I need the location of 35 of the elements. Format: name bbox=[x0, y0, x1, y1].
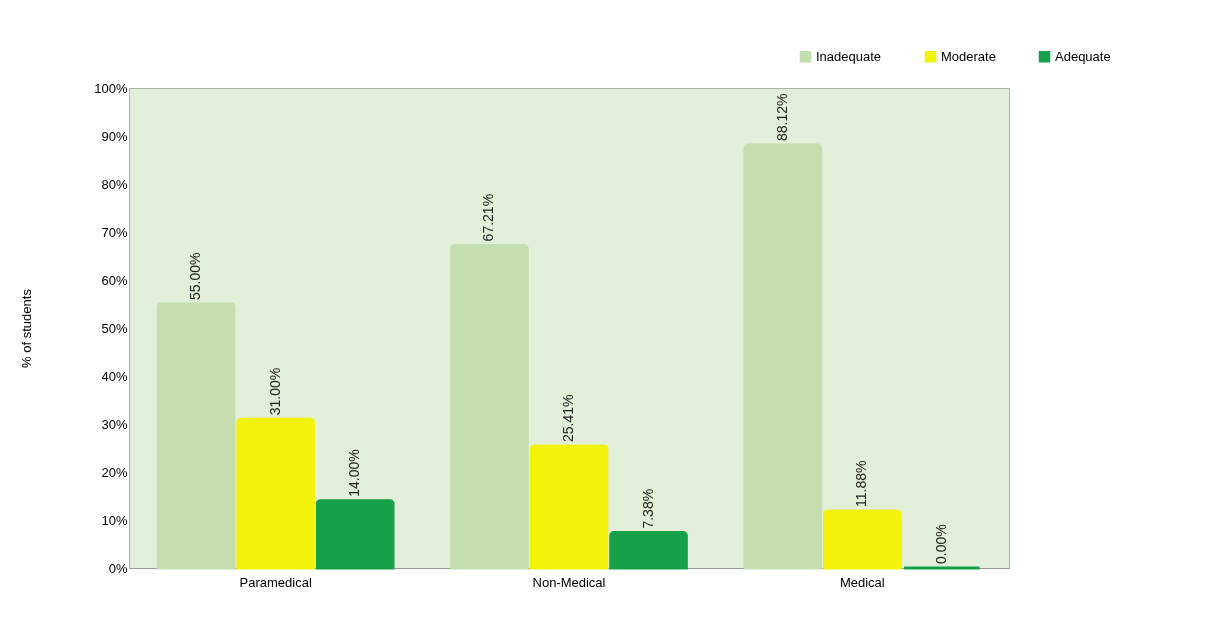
y-tick-label: 90% bbox=[101, 128, 128, 144]
bar bbox=[450, 243, 529, 570]
data-label: 25.41% bbox=[560, 394, 576, 443]
bar bbox=[529, 444, 609, 570]
legend-label: Moderate bbox=[941, 48, 996, 64]
bar bbox=[609, 531, 688, 570]
y-tick-label: 20% bbox=[101, 464, 128, 480]
y-tick-label: 0% bbox=[108, 560, 128, 576]
data-label: 31.00% bbox=[266, 367, 283, 416]
y-tick-label: 30% bbox=[101, 416, 128, 432]
bar bbox=[156, 302, 236, 570]
x-tick-label: Paramedical bbox=[239, 574, 312, 590]
data-label: 88.12% bbox=[773, 93, 790, 142]
y-axis-title: % of students bbox=[19, 288, 35, 368]
y-tick-label: 60% bbox=[101, 272, 128, 288]
data-label: 67.21% bbox=[480, 193, 497, 242]
bar bbox=[315, 499, 395, 570]
y-tick-label: 100% bbox=[94, 80, 128, 96]
bar bbox=[236, 417, 315, 570]
bar bbox=[823, 509, 902, 570]
data-label: 0.00% bbox=[932, 524, 949, 564]
x-tick-label: Non-Medical bbox=[532, 574, 606, 590]
y-tick-label: 50% bbox=[101, 320, 128, 336]
data-label: 55.00% bbox=[187, 252, 204, 300]
data-label: 11.88% bbox=[853, 460, 870, 507]
data-label: 14.00% bbox=[346, 449, 363, 497]
legend-label: Adequate bbox=[1055, 48, 1111, 64]
data-label: 7.38% bbox=[639, 488, 656, 529]
y-tick-label: 40% bbox=[101, 368, 128, 384]
y-tick-label: 80% bbox=[101, 176, 128, 192]
y-tick-label: 10% bbox=[101, 512, 128, 528]
legend-label: Inadequate bbox=[816, 48, 882, 64]
x-tick-label: Medical bbox=[839, 574, 885, 590]
y-tick-label: 70% bbox=[101, 224, 128, 240]
bar bbox=[743, 143, 823, 570]
